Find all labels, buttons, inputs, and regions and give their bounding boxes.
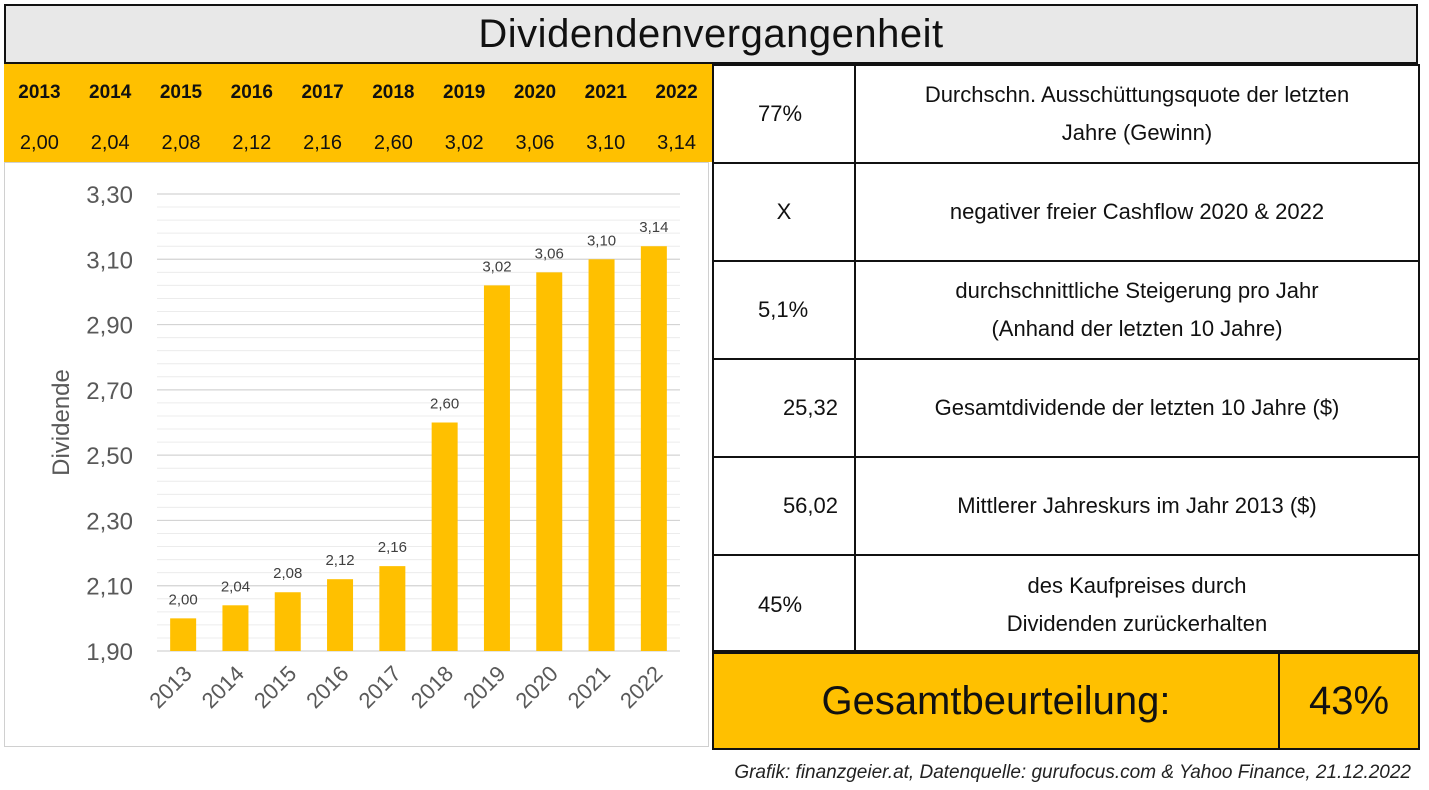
chart-svg: 1,90 2,10 2,30 2,50 2,70 2,90 3,10 3,30 Dividend…	[48, 182, 680, 713]
summary-label: Gesamtbeurteilung:	[714, 654, 1280, 748]
bar	[536, 272, 563, 651]
dividend-value-cell: 2,12	[232, 132, 272, 154]
year-cell: 2019	[443, 82, 486, 103]
bar	[431, 422, 458, 651]
bar	[588, 259, 615, 651]
bar	[170, 618, 197, 651]
dividend-value-cell: 3,14	[657, 132, 697, 154]
dividend-value-cell: 2,04	[90, 132, 130, 154]
info-description: Gesamtdividende der letzten 10 Jahre ($)	[934, 395, 1340, 420]
bar-data-label: 2,60	[430, 396, 459, 413]
bar	[327, 579, 354, 651]
x-tick-label: 2018	[406, 661, 458, 713]
dividend-value-row: 2,00 2,04 2,08 2,12 2,16 2,60 3,02 3,06 3,10 3,14	[4, 132, 712, 155]
summary-score: 43%	[1308, 678, 1390, 723]
info-row: 77% Durchschn. Ausschüttungsquote der let…	[714, 66, 1418, 164]
bar-data-label: 2,08	[273, 565, 302, 582]
dividend-value-cell: 3,10	[586, 132, 626, 154]
x-tick-label: 2016	[301, 661, 353, 713]
year-cell: 2013	[18, 82, 61, 103]
dividend-value-cell: 2,08	[161, 132, 201, 154]
year-cell: 2017	[301, 82, 344, 103]
bar-data-label: 3,02	[482, 258, 511, 275]
bar-data-label: 3,06	[535, 245, 564, 262]
y-tick-label: 3,10	[86, 247, 133, 274]
x-tick-label: 2019	[458, 661, 510, 713]
dividend-value-cell: 3,02	[444, 132, 484, 154]
y-tick-label: 2,70	[86, 378, 133, 405]
bar-data-label: 2,04	[221, 578, 250, 595]
year-cell: 2021	[584, 82, 627, 103]
page-title: Dividendenvergangenheit	[4, 4, 1418, 64]
info-description: Durchschn. Ausschüttungsquote der letzte…	[924, 82, 1350, 145]
y-tick-label: 2,10	[86, 574, 133, 601]
y-tick-label: 2,90	[86, 313, 133, 340]
dividend-value-cell: 3,06	[515, 132, 555, 154]
info-row: 25,32 Gesamtdividende der letzten 10 Jahr…	[714, 360, 1418, 458]
info-description: Mittlerer Jahreskurs im Jahr 2013 ($)	[957, 493, 1317, 518]
year-cell: 2016	[230, 82, 273, 103]
bar-data-label: 2,16	[378, 539, 407, 556]
bar	[379, 566, 406, 651]
year-cell: 2018	[372, 82, 415, 103]
y-tick-label: 3,30	[86, 182, 133, 209]
year-cell: 2022	[655, 82, 698, 103]
summary-box: Gesamtbeurteilung: 43%	[712, 652, 1420, 750]
bar-data-label: 2,12	[325, 552, 354, 569]
bar	[640, 246, 667, 651]
info-value: 25,32	[714, 360, 856, 456]
year-cell: 2020	[513, 82, 557, 103]
dividend-bar-chart: 1,90 2,10 2,30 2,50 2,70 2,90 3,10 3,30 Dividend…	[4, 162, 709, 747]
x-tick-label: 2015	[249, 661, 301, 713]
info-description: negativer freier Cashflow 2020 & 2022	[949, 199, 1325, 224]
info-row: 45% des Kaufpreises durch Dividenden zurü…	[714, 556, 1418, 654]
year-cell: 2015	[159, 82, 203, 103]
bar	[222, 605, 249, 651]
bar	[483, 285, 510, 651]
info-value: 5,1%	[714, 262, 856, 358]
y-axis-label: Dividende	[48, 369, 75, 476]
bar-data-label: 2,00	[169, 591, 198, 608]
info-value: 56,02	[714, 458, 856, 554]
dividend-value-cell: 2,16	[303, 132, 343, 154]
y-tick-label: 2,50	[86, 443, 133, 470]
info-row: 56,02 Mittlerer Jahreskurs im Jahr 2013 (…	[714, 458, 1418, 556]
dividend-value-cell: 2,00	[19, 132, 59, 154]
info-value: 45%	[714, 556, 856, 654]
x-tick-label: 2020	[510, 661, 562, 713]
x-tick-label: 2014	[197, 661, 249, 713]
dividend-value-cell: 2,60	[373, 132, 413, 154]
x-tick-label: 2017	[354, 661, 406, 713]
info-value: X	[714, 164, 856, 260]
source-note: Grafik: finanzgeier.at, Datenquelle: gur…	[734, 762, 1411, 783]
y-tick-label: 1,90	[86, 639, 133, 666]
year-cell: 2014	[89, 82, 132, 103]
info-description: des Kaufpreises durch Dividenden zurücke…	[1006, 573, 1268, 636]
year-row: 2013 2014 2015 2016 2017 2018 2019 2020 2021 2022	[4, 82, 712, 104]
info-table: 77% Durchschn. Ausschüttungsquote der let…	[712, 64, 1420, 654]
year-value-table: 2013 2014 2015 2016 2017 2018 2019 2020 2021 2022…	[4, 64, 712, 162]
info-value: 77%	[714, 66, 856, 162]
bar	[274, 592, 301, 651]
info-row: 5,1% durchschnittliche Steigerung pro Jah…	[714, 262, 1418, 360]
bar-data-label: 3,14	[639, 219, 668, 236]
bar-data-label: 3,10	[587, 232, 616, 249]
x-tick-label: 2021	[563, 661, 615, 713]
info-description: durchschnittliche Steigerung pro Jahr (A…	[955, 278, 1319, 341]
y-tick-label: 2,30	[86, 508, 133, 535]
x-tick-label: 2022	[615, 661, 667, 713]
x-tick-label: 2013	[144, 661, 196, 713]
